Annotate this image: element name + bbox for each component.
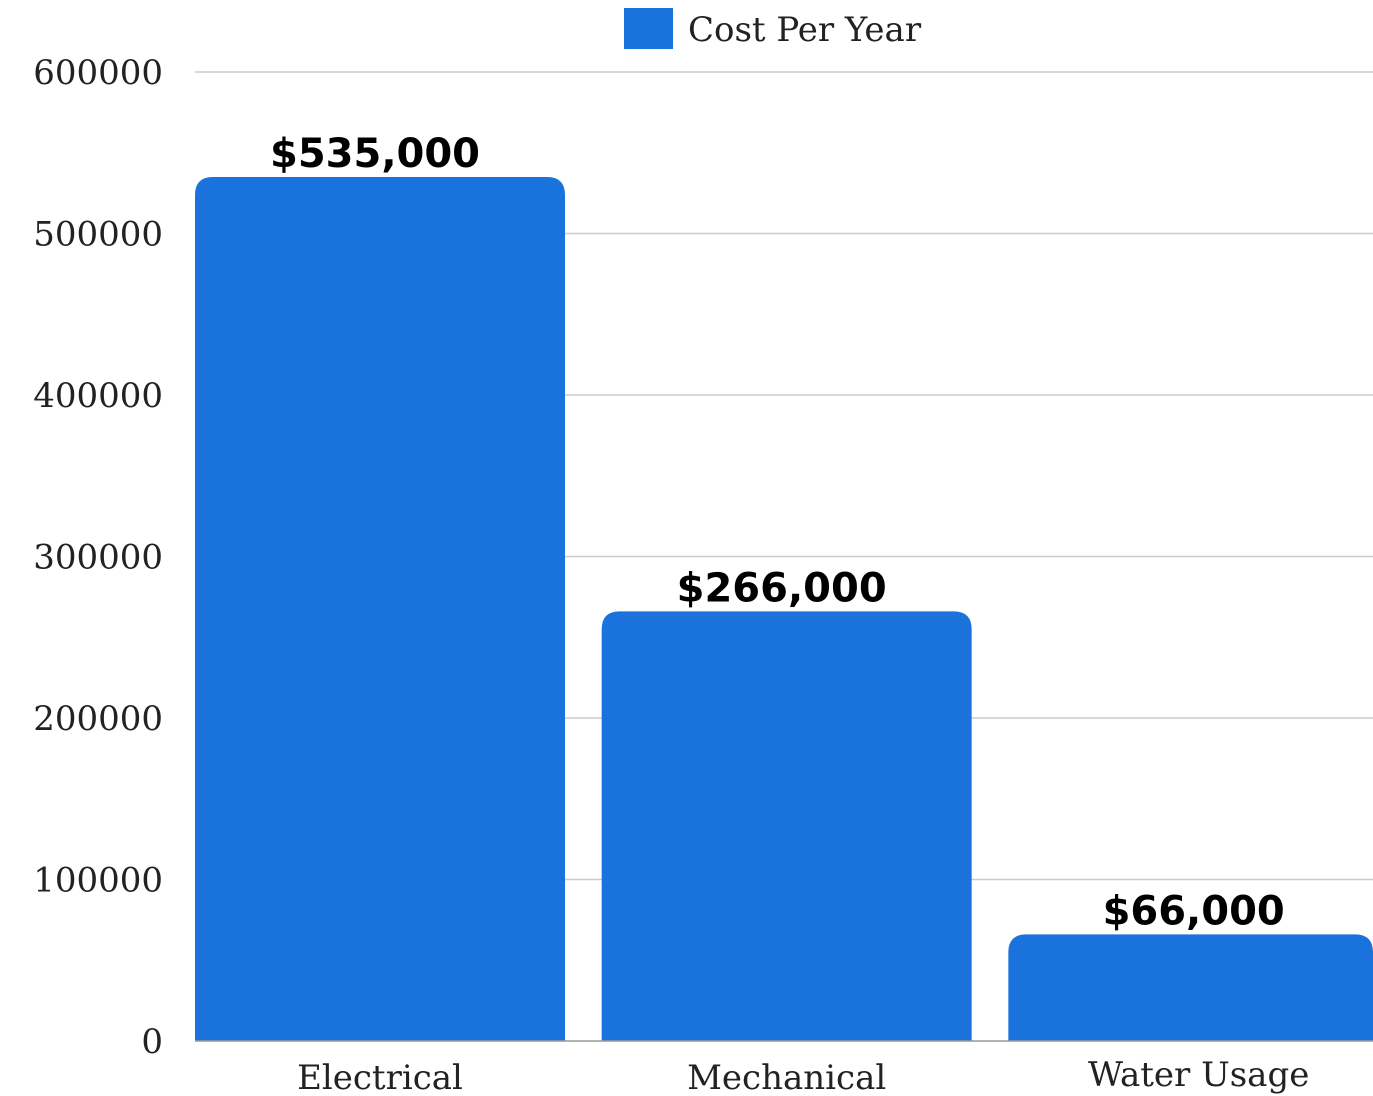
x-category-label: Water Usage — [1088, 1055, 1309, 1095]
data-label: $535,000 — [270, 131, 480, 177]
bar-mechanical — [601, 611, 972, 1041]
y-tick-label: 400000 — [33, 376, 163, 416]
data-label: $266,000 — [677, 565, 887, 611]
x-category-label: Mechanical — [687, 1058, 886, 1096]
x-category-label: Electrical — [297, 1058, 463, 1096]
bars — [195, 176, 1373, 1042]
data-labels: $535,000 $266,000 $66,000 — [270, 131, 1285, 934]
y-tick-label: 600000 — [33, 53, 163, 93]
x-axis-categories: Electrical Mechanical Water Usage — [297, 1055, 1309, 1096]
y-tick-label: 200000 — [33, 699, 163, 739]
legend-swatch — [624, 8, 673, 49]
y-tick-label: 300000 — [33, 538, 163, 578]
y-tick-label: 500000 — [33, 215, 163, 255]
legend: Cost Per Year — [624, 8, 922, 50]
y-axis-ticks: 0 100000 200000 300000 400000 500000 600000 — [33, 53, 163, 1062]
bar-electrical — [195, 176, 565, 1042]
data-label: $66,000 — [1103, 888, 1285, 934]
y-tick-label: 100000 — [33, 861, 163, 901]
legend-label: Cost Per Year — [688, 10, 922, 50]
y-tick-label: 0 — [141, 1022, 163, 1062]
bar-water-usage — [1008, 934, 1373, 1041]
